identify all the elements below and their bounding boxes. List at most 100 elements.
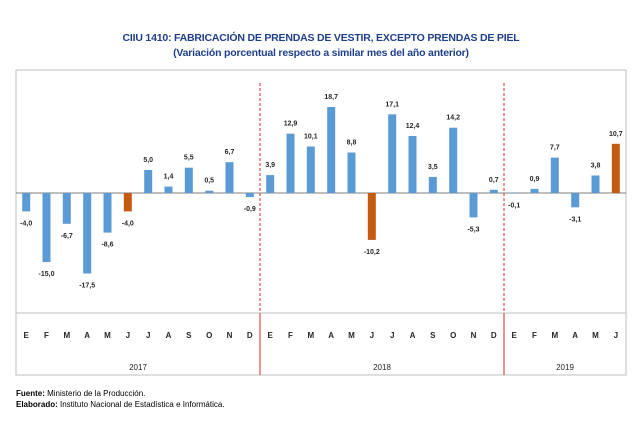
bar <box>469 193 478 218</box>
month-tick-label: A <box>328 331 334 340</box>
chart-title: CIIU 1410: FABRICACIÓN DE PRENDAS DE VES… <box>122 32 520 44</box>
month-tick-label: A <box>572 331 578 340</box>
data-label: 12,9 <box>284 121 298 128</box>
month-tick-label: M <box>592 331 599 340</box>
month-tick-label: J <box>370 331 374 340</box>
month-tick-label: A <box>410 331 416 340</box>
data-label: -6,7 <box>61 233 73 240</box>
month-tick-label: A <box>166 331 172 340</box>
month-tick-label: S <box>430 331 436 340</box>
data-label: -8,6 <box>101 242 113 249</box>
prepared-label: Elaborado: <box>16 400 58 409</box>
chart-subtitle: (Variación porcentual respecto a similar… <box>173 47 469 59</box>
month-tick-label: F <box>288 331 293 340</box>
data-label: 3,9 <box>265 162 275 169</box>
bar <box>184 167 193 193</box>
month-tick-label: J <box>126 331 130 340</box>
month-tick-label: N <box>471 331 477 340</box>
bar <box>449 127 458 193</box>
year-label: 2019 <box>556 363 574 372</box>
month-tick-label: O <box>450 331 456 340</box>
bar <box>62 193 71 224</box>
bar <box>266 175 275 193</box>
year-label: 2017 <box>129 363 147 372</box>
prepared-note: Elaborado: Instituto Nacional de Estadís… <box>16 400 225 409</box>
data-label: 8,8 <box>347 140 357 147</box>
data-label: 14,2 <box>446 115 460 122</box>
bar <box>144 170 153 193</box>
bar <box>591 175 600 193</box>
data-label: 0,5 <box>204 178 214 185</box>
data-label: 17,1 <box>385 101 399 108</box>
bar <box>245 193 254 198</box>
prepared-text: Instituto Nacional de Estadística e Info… <box>57 400 225 409</box>
data-label: 0,9 <box>530 176 540 183</box>
month-tick-label: E <box>268 331 274 340</box>
bar <box>306 146 315 193</box>
month-tick-label: J <box>390 331 394 340</box>
month-tick-label: D <box>247 331 253 340</box>
month-tick-label: M <box>348 331 355 340</box>
data-label: -4,0 <box>122 220 134 227</box>
bar <box>408 136 417 193</box>
data-label: -3,1 <box>569 216 581 223</box>
bar <box>205 190 214 193</box>
month-tick-label: F <box>532 331 537 340</box>
data-label: 3,8 <box>591 163 601 170</box>
month-tick-label: E <box>512 331 518 340</box>
month-tick-label: E <box>24 331 30 340</box>
source-label: Fuente: <box>16 389 45 398</box>
data-label: 0,7 <box>489 177 499 184</box>
data-label: 18,7 <box>324 94 338 101</box>
bar <box>611 143 620 193</box>
bar <box>428 176 437 193</box>
data-label: -0,1 <box>508 203 520 210</box>
data-label: -0,9 <box>244 206 256 213</box>
bar <box>286 133 295 193</box>
data-label: -10,2 <box>364 249 380 256</box>
bar <box>22 193 31 212</box>
bar <box>347 152 356 193</box>
bar <box>327 107 336 193</box>
data-label: -17,5 <box>79 283 95 290</box>
bar <box>42 193 51 262</box>
bar <box>489 189 498 193</box>
bar <box>550 157 559 193</box>
bar <box>571 193 580 208</box>
data-label: 3,5 <box>428 164 438 171</box>
bar <box>103 193 112 233</box>
month-tick-label: D <box>491 331 497 340</box>
month-tick-label: A <box>84 331 90 340</box>
data-label: -15,0 <box>39 271 55 278</box>
month-tick-label: M <box>104 331 111 340</box>
data-label: 1,4 <box>164 174 174 181</box>
data-label: 6,7 <box>225 149 235 156</box>
bar <box>225 162 234 193</box>
bar <box>164 186 173 193</box>
month-tick-label: M <box>551 331 558 340</box>
month-tick-label: M <box>63 331 70 340</box>
data-label: 5,0 <box>143 157 153 164</box>
bar <box>367 193 376 240</box>
data-label: 7,7 <box>550 145 560 152</box>
bar <box>388 114 397 193</box>
data-label: -5,3 <box>467 226 479 233</box>
source-text: Ministerio de la Producción. <box>44 389 146 398</box>
month-tick-label: S <box>186 331 192 340</box>
month-tick-label: O <box>206 331 212 340</box>
bar <box>530 188 539 193</box>
month-tick-label: M <box>307 331 314 340</box>
data-label: 12,4 <box>406 123 420 130</box>
plot-frame <box>15 69 627 376</box>
year-label: 2018 <box>373 363 391 372</box>
data-label: 10,1 <box>304 134 318 141</box>
month-tick-label: F <box>44 331 49 340</box>
month-tick-label: N <box>227 331 233 340</box>
data-label: -4,0 <box>20 220 32 227</box>
bar <box>83 193 92 274</box>
data-label: 5,5 <box>184 155 194 162</box>
bar <box>123 193 132 212</box>
data-label: 10,7 <box>609 131 623 138</box>
bar <box>510 193 519 194</box>
